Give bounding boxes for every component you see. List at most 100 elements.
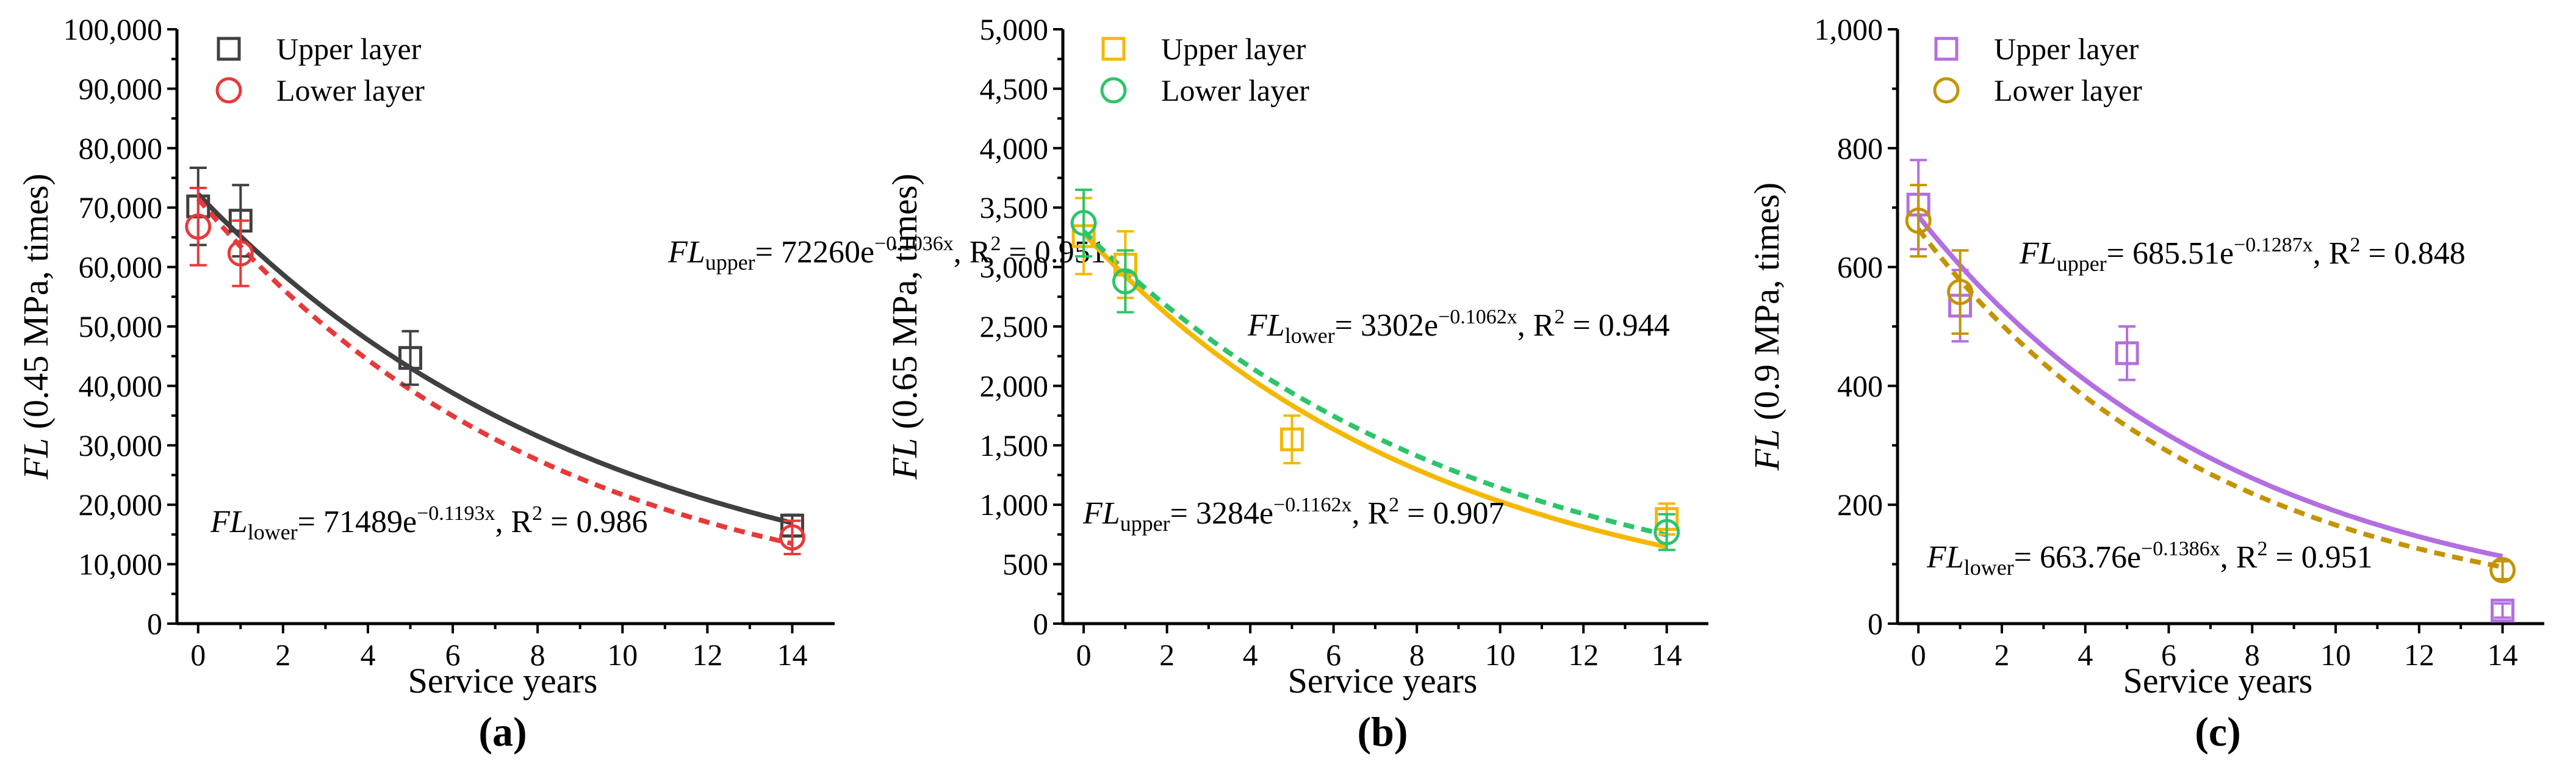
legend-circle-marker <box>1933 77 1960 104</box>
lower-fit-curve <box>1916 228 2503 570</box>
x-axis-title: Service years <box>408 661 598 701</box>
fit-equation: FLupper= 685.51e−0.1287x, R2 = 0.848 <box>2019 234 2466 276</box>
chart-panel-2: 0 500 1,000 1,500 2,000 2,500 3,000 3,500 4,000 4… <box>885 12 1708 755</box>
chart-panel-3: 0 200 400 600 800 1,000 0 2 4 6 8 10 12 14 Service yea… <box>1747 12 2544 755</box>
lower-data-point <box>1905 207 1932 234</box>
lower-data-point <box>1112 268 1139 295</box>
legend-label: Lower layer <box>1994 73 2142 107</box>
x-tick-label: 14 <box>2488 638 2518 672</box>
lower-data-point <box>1947 279 1974 306</box>
legend-label: Upper layer <box>1161 32 1306 66</box>
y-tick-label: 60,000 <box>79 250 163 284</box>
lower-data-point <box>2489 556 2516 583</box>
y-axis-title: FL (0.45 MPa, times) <box>16 173 56 480</box>
upper-data-point <box>398 346 423 370</box>
x-tick-label: 0 <box>1911 638 1926 672</box>
y-tick-label: 4,000 <box>980 131 1049 165</box>
x-axis-title: Service years <box>2123 661 2313 701</box>
legend-square-marker <box>217 37 241 61</box>
lower-fit-curve <box>196 197 793 546</box>
y-tick-label: 70,000 <box>79 190 163 225</box>
lower-data-point <box>185 213 212 240</box>
x-tick-label: 10 <box>607 638 638 672</box>
x-tick-label: 14 <box>777 638 807 672</box>
upper-fit-curve <box>1916 214 2503 559</box>
y-tick-label: 0 <box>1868 607 1883 641</box>
y-tick-label: 2,500 <box>980 309 1049 344</box>
lower-data-point <box>779 524 805 551</box>
x-tick-label: 4 <box>2078 638 2093 672</box>
upper-fit-curve <box>196 192 793 525</box>
lower-data-point <box>1070 210 1097 237</box>
x-tick-label: 2 <box>275 638 290 672</box>
upper-data-point <box>1279 427 1304 452</box>
lower-fit-curve <box>1082 229 1668 538</box>
y-tick-label: 4,500 <box>980 71 1049 106</box>
x-tick-label: 12 <box>2404 638 2434 672</box>
y-axis-title: FL (0.9 MPa, times) <box>1747 182 1786 471</box>
x-tick-label: 2 <box>1159 638 1175 672</box>
y-tick-label: 0 <box>1033 607 1048 641</box>
y-tick-label: 10,000 <box>79 547 163 582</box>
panel-label: (c) <box>2195 708 2240 755</box>
x-tick-label: 0 <box>190 638 206 672</box>
chart-panel-1: 0 10,000 20,000 30,000 40,000 50,000 60,000 70,… <box>16 12 1106 755</box>
fit-equation: FLupper= 72260e−0.1036x, R2 = 0.951 <box>667 232 1106 275</box>
y-tick-label: 30,000 <box>79 428 163 463</box>
x-tick-label: 10 <box>2320 638 2351 672</box>
x-tick-label: 12 <box>692 638 722 672</box>
y-tick-label: 800 <box>1837 131 1883 165</box>
panel-label: (a) <box>478 708 527 755</box>
x-tick-label: 2 <box>1994 638 2009 672</box>
y-tick-label: 80,000 <box>79 131 163 165</box>
y-tick-label: 2,000 <box>980 369 1049 403</box>
y-axis-title: FL (0.65 MPa, times) <box>885 173 924 480</box>
lower-data-point <box>227 240 254 267</box>
legend-circle-marker <box>215 77 242 104</box>
x-tick-label: 6 <box>1326 638 1341 672</box>
y-tick-label: 600 <box>1837 250 1883 284</box>
x-tick-label: 8 <box>2245 638 2260 672</box>
x-tick-label: 14 <box>1652 638 1682 672</box>
panel-label: (b) <box>1357 708 1408 755</box>
legend-square-marker <box>1934 37 1959 61</box>
upper-data-point <box>2115 341 2139 366</box>
x-tick-label: 10 <box>1485 638 1516 672</box>
y-tick-label: 50,000 <box>79 309 163 344</box>
legend-label: Upper layer <box>276 32 422 66</box>
legend-label: Upper layer <box>1994 32 2139 66</box>
y-tick-label: 5,000 <box>980 12 1049 46</box>
y-tick-label: 3,000 <box>980 250 1049 284</box>
y-tick-label: 0 <box>147 607 162 641</box>
y-tick-label: 100,000 <box>63 12 163 46</box>
x-tick-label: 0 <box>1076 638 1092 672</box>
y-tick-label: 400 <box>1837 369 1883 403</box>
y-tick-label: 1,500 <box>980 428 1049 463</box>
upper-fit-curve <box>1082 231 1668 550</box>
fit-equation: FLlower= 3302e−0.1062x, R2 = 0.944 <box>1247 306 1670 348</box>
x-tick-label: 8 <box>530 638 545 672</box>
y-tick-label: 40,000 <box>79 369 163 403</box>
x-tick-label: 4 <box>1243 638 1258 672</box>
fit-equation: FLlower= 663.76e−0.1386x, R2 = 0.951 <box>1926 538 2373 580</box>
x-tick-label: 6 <box>445 638 461 672</box>
legend-label: Lower layer <box>276 73 425 107</box>
lower-data-point <box>1653 519 1680 546</box>
legend-label: Lower layer <box>1161 73 1309 107</box>
y-tick-label: 1,000 <box>980 488 1049 522</box>
y-tick-label: 3,500 <box>980 190 1049 225</box>
upper-data-point <box>2491 599 2515 623</box>
x-tick-label: 12 <box>1568 638 1599 672</box>
fit-equation: FLupper= 3284e−0.1162x, R2 = 0.907 <box>1082 494 1505 536</box>
x-axis-title: Service years <box>1288 661 1478 701</box>
x-tick-label: 6 <box>2161 638 2176 672</box>
legend-square-marker <box>1101 37 1126 61</box>
x-tick-label: 4 <box>360 638 375 672</box>
y-tick-label: 500 <box>1002 547 1048 582</box>
y-tick-label: 20,000 <box>79 488 163 522</box>
y-tick-label: 1,000 <box>1815 12 1883 46</box>
fit-equation: FLlower= 71489e−0.1193x, R2 = 0.986 <box>210 502 648 544</box>
legend-circle-marker <box>1100 77 1127 104</box>
y-tick-label: 90,000 <box>79 71 163 106</box>
